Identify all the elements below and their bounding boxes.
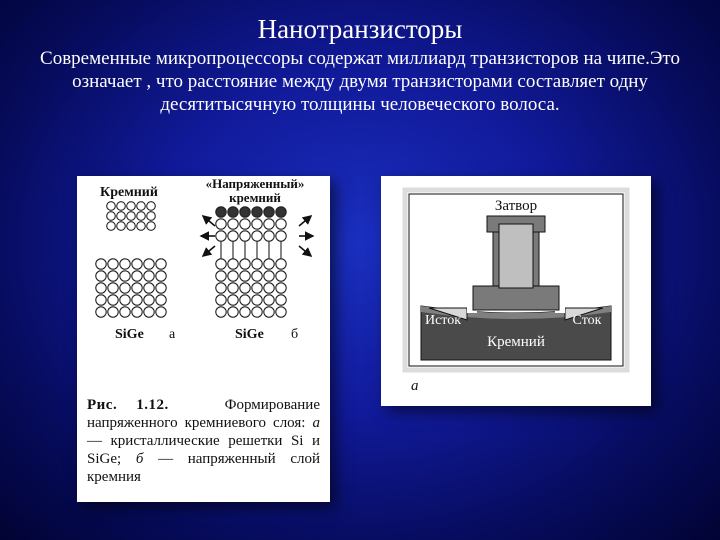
subtitle: Современные микропроцессоры содержат мил… bbox=[0, 45, 720, 117]
page-title: Нанотранзисторы bbox=[0, 0, 720, 45]
figure-transistor: Затвор Исток Сток Кремний а bbox=[381, 176, 651, 406]
svg-text:Исток: Исток bbox=[425, 313, 461, 328]
svg-text:Затвор: Затвор bbox=[495, 198, 537, 214]
svg-text:Кремний: Кремний bbox=[100, 185, 158, 200]
svg-text:SiGe: SiGe bbox=[235, 327, 264, 342]
figure1-caption: Рис. 1.12. Формирование напряженного кре… bbox=[77, 396, 330, 496]
svg-text:«Напряженный»: «Напряженный» bbox=[206, 176, 305, 191]
svg-text:Сток: Сток bbox=[573, 313, 602, 328]
svg-text:Кремний: Кремний bbox=[487, 334, 545, 350]
svg-text:SiGe: SiGe bbox=[115, 327, 144, 342]
slide: Нанотранзисторы Современные микропроцесс… bbox=[0, 0, 720, 540]
svg-text:а: а bbox=[169, 327, 176, 342]
svg-text:а: а bbox=[411, 378, 419, 394]
lattice-svg: Кремний «Напряженный»кремний SiGe а SiGe б bbox=[77, 176, 330, 396]
figure-silicon-lattice: Кремний «Напряженный»кремний SiGe а SiGe б Ри… bbox=[77, 176, 330, 502]
svg-text:кремний: кремний bbox=[229, 190, 281, 205]
transistor-svg: Затвор Исток Сток Кремний а bbox=[381, 176, 651, 406]
svg-text:б: б bbox=[291, 327, 298, 342]
